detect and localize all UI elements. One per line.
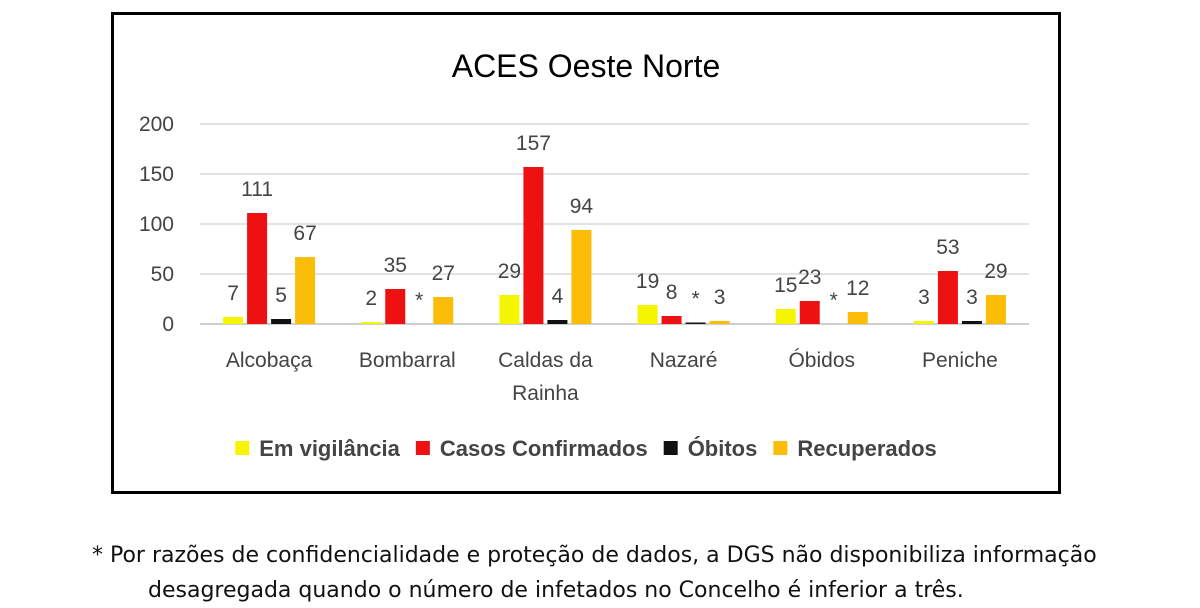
data-label: * <box>830 289 838 312</box>
legend-label: Casos Confirmados <box>440 436 648 461</box>
bar <box>547 320 568 324</box>
y-tick-label: 0 <box>162 313 174 336</box>
footnote-line-1: * Por razões de confidencialidade e prot… <box>92 543 1097 568</box>
bar <box>937 271 958 324</box>
x-tick-label: Óbidos <box>788 349 855 372</box>
y-tick-label: 100 <box>139 213 174 236</box>
chart-title: ACES Oeste Norte <box>452 48 721 84</box>
x-tick-label: Alcobaça <box>226 349 313 372</box>
data-label: 94 <box>570 195 594 218</box>
data-label: 35 <box>384 254 407 277</box>
bar <box>247 213 268 324</box>
bar <box>847 312 868 324</box>
x-tick-label: Caldas da <box>498 349 593 372</box>
bar <box>709 321 730 324</box>
bar <box>985 295 1006 324</box>
legend-label: Óbitos <box>688 436 758 461</box>
data-label: 4 <box>552 285 564 308</box>
legend-swatch <box>235 441 250 455</box>
bar <box>271 319 292 324</box>
x-tick-label: Peniche <box>922 349 998 372</box>
data-label: 67 <box>293 222 316 245</box>
bar <box>499 295 520 324</box>
data-label: 3 <box>966 286 978 309</box>
legend-label: Em vigilância <box>259 436 400 461</box>
y-tick-label: 150 <box>139 163 174 186</box>
footnote: * Por razões de confidencialidade e prot… <box>92 538 1197 608</box>
legend-swatch <box>773 441 788 455</box>
bar <box>799 301 820 324</box>
bar <box>295 257 316 324</box>
legend-swatch <box>415 441 430 455</box>
chart-frame: ACES Oeste Norte 0 50 100 150 200 Alcobaça 7 111… <box>111 12 1061 494</box>
data-label: 2 <box>365 287 377 310</box>
bar <box>961 321 982 324</box>
data-label: 157 <box>516 132 551 155</box>
bar <box>637 305 658 324</box>
legend-swatch <box>663 441 678 455</box>
bar <box>685 322 706 324</box>
bar <box>433 297 454 324</box>
bar <box>223 317 244 324</box>
data-label: 7 <box>227 282 239 305</box>
data-label: 15 <box>774 274 797 297</box>
data-label: 3 <box>918 286 930 309</box>
data-label: * <box>415 289 423 312</box>
bar <box>661 316 682 324</box>
y-tick-label: 50 <box>151 263 174 286</box>
bar <box>523 167 544 324</box>
y-tick-label: 200 <box>139 113 174 136</box>
legend-label: Recuperados <box>797 436 936 461</box>
footnote-line-2: desagregada quando o número de infetados… <box>148 578 964 603</box>
bar <box>361 322 382 324</box>
chart-svg: ACES Oeste Norte 0 50 100 150 200 Alcobaça 7 111… <box>139 48 1029 461</box>
data-label: 111 <box>241 178 273 201</box>
data-label: 5 <box>275 284 287 307</box>
data-label: 29 <box>984 260 1007 283</box>
data-label: 53 <box>936 236 959 259</box>
bar <box>775 309 796 324</box>
bar <box>913 321 934 324</box>
bar <box>571 230 592 324</box>
data-label: 27 <box>432 262 455 285</box>
data-label: 23 <box>798 266 821 289</box>
data-label: 8 <box>666 281 678 304</box>
data-label: 3 <box>714 286 726 309</box>
bar <box>385 289 406 324</box>
x-tick-label: Bombarral <box>359 349 456 372</box>
data-label: 12 <box>846 277 869 300</box>
data-label: 29 <box>498 260 521 283</box>
x-tick-label: Nazaré <box>650 349 718 372</box>
x-tick-label: Rainha <box>512 382 579 405</box>
data-label: * <box>691 288 699 311</box>
data-label: 19 <box>636 270 659 293</box>
